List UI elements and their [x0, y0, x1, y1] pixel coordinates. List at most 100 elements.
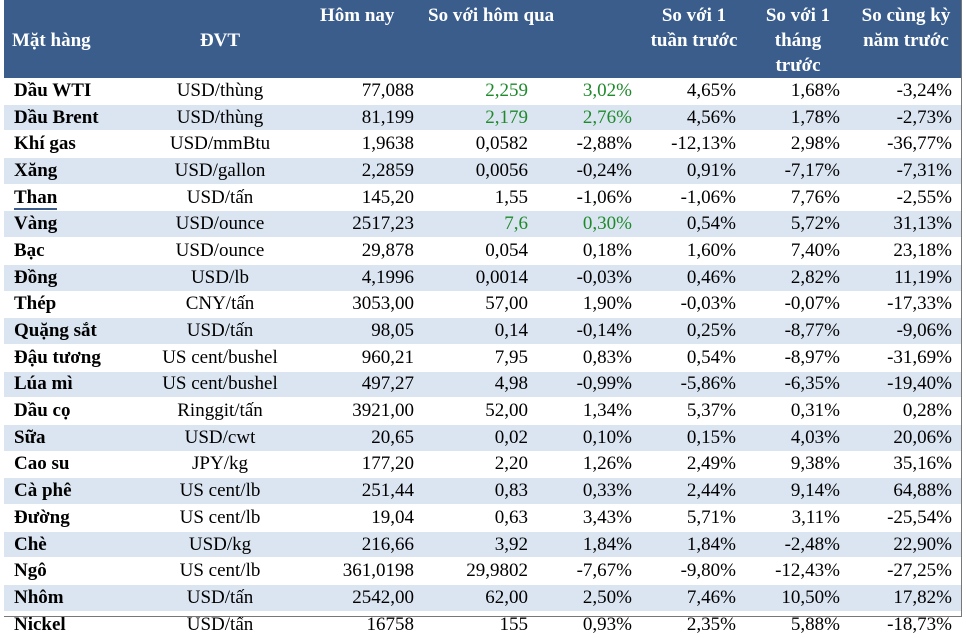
today-price-cell: 3053,00: [302, 291, 424, 319]
change-vs-week-cell: 0,46%: [642, 264, 746, 292]
header-vs-month: So với 1 tháng trước: [746, 0, 850, 78]
change-vs-month-cell: 5,88%: [746, 611, 850, 638]
change-vs-week-cell: 5,71%: [642, 504, 746, 532]
table-row: Khí gas USD/mmBtu 1,9638 0,0582 -2,88% -12,13…: [4, 130, 962, 159]
table-row: Quặng sắt USD/tấn 98,05 0,14 -0,14% 0,25% -8,7…: [4, 317, 962, 345]
change-vs-yesterday-cell: 0,63: [424, 504, 538, 532]
unit-cell: USD/tấn: [138, 611, 302, 638]
change-vs-year-cell: 23,18%: [850, 237, 962, 265]
today-price-cell: 20,65: [302, 424, 424, 452]
today-price-cell: 4,1996: [302, 264, 424, 292]
change-vs-year-cell: -2,55%: [850, 184, 962, 212]
commodity-name: Dầu WTI: [4, 78, 138, 105]
commodity-name: Cà phê: [4, 477, 138, 505]
unit-cell: USD/kg: [138, 531, 302, 559]
commodity-name: Thép: [4, 291, 138, 319]
change-vs-yesterday-cell: 62,00: [424, 584, 538, 612]
table-row: Cà phê US cent/lb 251,44 0,83 0,33% 2,44% 9,14…: [4, 477, 962, 505]
change-pct-vs-yesterday-cell: 3,02%: [538, 78, 642, 105]
change-pct-vs-yesterday-cell: 2,76%: [538, 104, 642, 132]
change-vs-year-cell: 11,19%: [850, 264, 962, 292]
change-vs-year-cell: -9,06%: [850, 317, 962, 345]
change-pct-vs-yesterday-cell: -0,14%: [538, 317, 642, 345]
today-price-cell: 77,088: [302, 78, 424, 105]
unit-cell: US cent/lb: [138, 504, 302, 532]
today-price-cell: 1,9638: [302, 130, 424, 159]
commodity-name: Vàng: [4, 210, 138, 239]
change-vs-year-cell: 0,28%: [850, 397, 962, 425]
unit-cell: USD/gallon: [138, 157, 302, 185]
table-row: Cao su JPY/kg 177,20 2,20 1,26% 2,49% 9,38% 35,…: [4, 451, 962, 479]
commodity-price-table: Mặt hàng ĐVT Hôm nay So với hôm qua So v…: [4, 0, 962, 638]
table-row: Nhôm USD/tấn 2542,00 62,00 2,50% 7,46% 10,50% 1…: [4, 584, 962, 612]
change-vs-week-cell: 0,54%: [642, 344, 746, 372]
change-vs-month-cell: 10,50%: [746, 584, 850, 612]
change-vs-year-cell: -25,54%: [850, 504, 962, 532]
table-row: Dầu Brent USD/thùng 81,199 2,179 2,76% 4,56% 1…: [4, 104, 962, 132]
change-vs-yesterday-cell: 0,054: [424, 237, 538, 265]
change-vs-week-cell: 5,37%: [642, 397, 746, 425]
today-price-cell: 19,04: [302, 504, 424, 532]
commodity-name: Bạc: [4, 237, 138, 265]
change-vs-yesterday-cell: 0,0056: [424, 157, 538, 185]
change-vs-month-cell: -7,17%: [746, 157, 850, 185]
table-row: Chè USD/kg 216,66 3,92 1,84% 1,84% -2,48% 22,90…: [4, 531, 962, 559]
change-pct-vs-yesterday-cell: 0,18%: [538, 237, 642, 265]
header-row: Mặt hàng ĐVT Hôm nay So với hôm qua So v…: [4, 0, 962, 78]
change-vs-month-cell: -0,07%: [746, 291, 850, 319]
change-vs-year-cell: -19,40%: [850, 371, 962, 399]
unit-cell: USD/thùng: [138, 104, 302, 132]
change-pct-vs-yesterday-cell: 1,90%: [538, 291, 642, 319]
change-vs-yesterday-cell: 7,6: [424, 210, 538, 239]
commodity-name: Chè: [4, 531, 138, 559]
commodity-name: Nickel: [4, 611, 138, 638]
unit-cell: US cent/bushel: [138, 344, 302, 372]
change-vs-yesterday-cell: 29,9802: [424, 557, 538, 586]
table-row: Dầu WTI USD/thùng 77,088 2,259 3,02% 4,65% 1,6…: [4, 78, 962, 105]
change-vs-yesterday-cell: 7,95: [424, 344, 538, 372]
change-vs-yesterday-cell: 0,14: [424, 317, 538, 345]
commodity-price-table-container: Mặt hàng ĐVT Hôm nay So với hôm qua So v…: [4, 0, 962, 638]
change-vs-week-cell: 0,15%: [642, 424, 746, 452]
change-vs-month-cell: 7,40%: [746, 237, 850, 265]
today-price-cell: 497,27: [302, 371, 424, 399]
change-vs-year-cell: 20,06%: [850, 424, 962, 452]
header-unit: ĐVT: [138, 0, 302, 78]
change-pct-vs-yesterday-cell: 0,83%: [538, 344, 642, 372]
change-vs-month-cell: 5,72%: [746, 210, 850, 239]
change-pct-vs-yesterday-cell: -7,67%: [538, 557, 642, 586]
change-vs-month-cell: -8,77%: [746, 317, 850, 345]
table-row: Dầu cọ Ringgit/tấn 3921,00 52,00 1,34% 5,37% 0…: [4, 397, 962, 425]
change-vs-month-cell: -6,35%: [746, 371, 850, 399]
table-row: Vàng USD/ounce 2517,23 7,6 0,30% 0,54% 5,72% 31…: [4, 210, 962, 239]
unit-cell: USD/ounce: [138, 210, 302, 239]
change-vs-week-cell: -5,86%: [642, 371, 746, 399]
change-vs-year-cell: 31,13%: [850, 210, 962, 239]
commodity-name: Khí gas: [4, 130, 138, 159]
change-vs-week-cell: -0,03%: [642, 291, 746, 319]
change-vs-week-cell: 1,60%: [642, 237, 746, 265]
commodity-name: Than: [4, 184, 138, 212]
unit-cell: USD/tấn: [138, 184, 302, 212]
today-price-cell: 3921,00: [302, 397, 424, 425]
change-pct-vs-yesterday-cell: -0,24%: [538, 157, 642, 185]
unit-cell: Ringgit/tấn: [138, 397, 302, 425]
commodity-name: Sữa: [4, 424, 138, 452]
today-price-cell: 960,21: [302, 344, 424, 372]
change-vs-week-cell: 0,25%: [642, 317, 746, 345]
change-pct-vs-yesterday-cell: -2,88%: [538, 130, 642, 159]
commodity-name: Đồng: [4, 264, 138, 292]
table-row: Lúa mì US cent/bushel 497,27 4,98 -0,99% -5,8…: [4, 371, 962, 399]
change-vs-month-cell: 2,98%: [746, 130, 850, 159]
change-vs-week-cell: -9,80%: [642, 557, 746, 586]
change-vs-week-cell: -12,13%: [642, 130, 746, 159]
change-vs-month-cell: -8,97%: [746, 344, 850, 372]
table-row: Sữa USD/cwt 20,65 0,02 0,10% 0,15% 4,03% 20,06%: [4, 424, 962, 452]
change-vs-year-cell: -3,24%: [850, 78, 962, 105]
change-vs-week-cell: 7,46%: [642, 584, 746, 612]
change-vs-month-cell: 1,68%: [746, 78, 850, 105]
unit-cell: US cent/bushel: [138, 371, 302, 399]
change-pct-vs-yesterday-cell: 1,84%: [538, 531, 642, 559]
today-price-cell: 29,878: [302, 237, 424, 265]
change-vs-week-cell: 4,65%: [642, 78, 746, 105]
